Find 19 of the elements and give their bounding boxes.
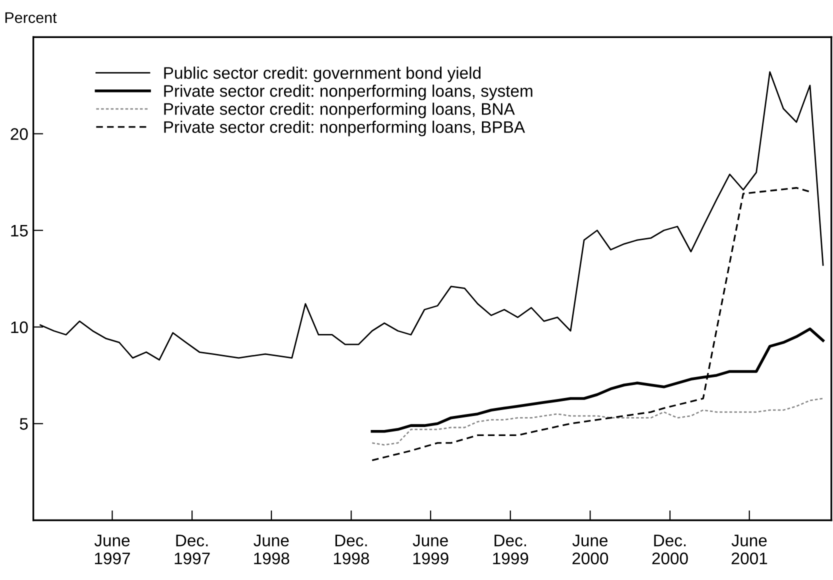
x-tick-label: Dec. 1999 [493,534,528,564]
legend-label: Private sector credit: nonperforming loans, BPBA [164,120,526,136]
y-tick-label: 15 [11,224,28,237]
legend-label: Private sector credit: nonperforming loans, BNA [164,102,515,118]
x-tick-label: June 2001 [732,534,768,564]
legend-label: Private sector credit: nonperforming loans, system [164,84,532,100]
x-tick-label: Dec. 1998 [334,534,370,564]
x-tick-label: Dec. 2000 [652,534,688,564]
y-axis-title: Percent [5,12,57,24]
x-tick-label: June 1997 [94,534,130,564]
x-tick-label: Dec. 1997 [174,534,210,564]
x-tick-label: June 1999 [412,534,448,564]
x-tick-label: June 1998 [254,534,290,564]
x-tick-label: June 2000 [572,534,608,564]
line-series [371,398,824,446]
y-tick-label: 20 [10,128,28,140]
y-tick-label: 5 [20,418,28,430]
y-tick-label: 10 [11,321,28,334]
legend-label: Public sector credit: government bond yield [164,66,480,82]
